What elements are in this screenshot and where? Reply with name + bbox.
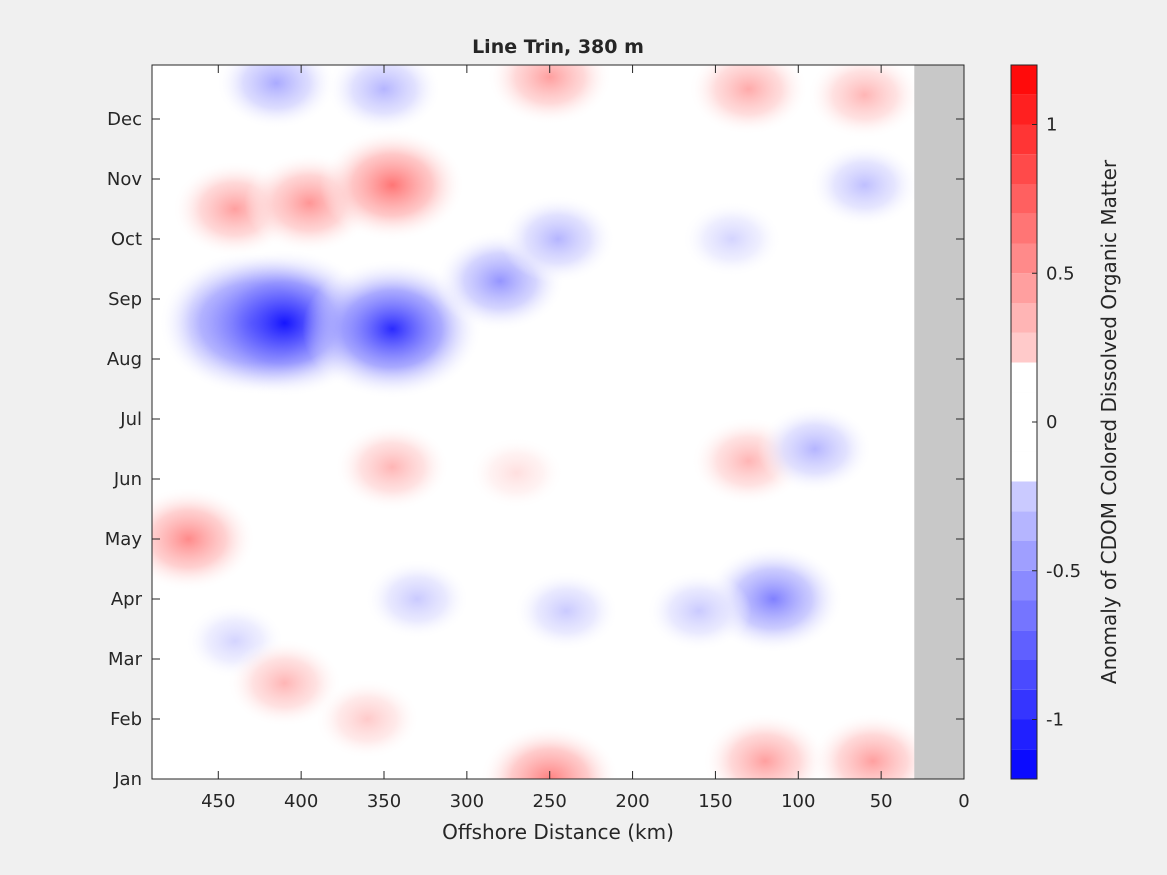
colorbar-swatch (1011, 124, 1037, 155)
y-tick-label: Oct (111, 229, 142, 250)
anomaly-blob (487, 65, 613, 125)
colorbar-swatch (1011, 541, 1037, 571)
colorbar-swatch (1011, 600, 1037, 631)
colorbar-swatch (1011, 362, 1037, 393)
anomaly-blob (334, 423, 450, 511)
colorbar-swatch (1011, 511, 1037, 541)
colorbar-swatch (1011, 154, 1037, 184)
anomaly-blob (807, 65, 923, 139)
x-tick-label: 300 (450, 791, 484, 812)
colorbar-swatch (1011, 630, 1037, 660)
anomaly-blob (810, 713, 936, 779)
x-axis: 450 400 350 300 250 200 150 100 50 0 (201, 65, 970, 812)
x-tick-label: 450 (201, 791, 235, 812)
anomaly-blob (702, 713, 828, 779)
colorbar-swatch (1011, 243, 1037, 274)
y-tick-label: Jan (113, 769, 142, 790)
no-data-region (914, 65, 964, 779)
colorbar-tick-label: 0.5 (1046, 263, 1075, 284)
anomaly-blob (809, 143, 920, 227)
colorbar-swatch (1011, 184, 1037, 214)
y-tick-label: Dec (107, 109, 142, 130)
y-tick-label: Aug (107, 349, 142, 370)
anomaly-blob (682, 201, 782, 277)
anomaly-blob (314, 679, 420, 759)
colorbar-swatch (1011, 749, 1037, 779)
y-axis: Jan Feb Mar Apr May Jun Jul Aug Sep Oct Nov Dec (105, 109, 964, 790)
y-tick-label: Sep (108, 289, 142, 310)
chart-title: Line Trin, 380 m (472, 36, 644, 58)
colorbar-tick-label: -0.5 (1046, 561, 1081, 582)
x-tick-label: 100 (781, 791, 815, 812)
anomaly-blob (513, 571, 619, 651)
x-tick-label: 0 (958, 791, 969, 812)
colorbar-swatch (1011, 451, 1037, 482)
y-tick-label: Jun (113, 469, 142, 490)
x-tick-label: 250 (533, 791, 567, 812)
anomaly-blob (469, 437, 565, 509)
plot-area (152, 65, 964, 779)
colorbar-swatch (1011, 332, 1037, 363)
colorbar-swatch (1011, 422, 1037, 452)
colorbar-tick-label: 1 (1046, 115, 1057, 136)
colorbar-swatch (1011, 303, 1037, 333)
anomaly-blob (364, 559, 470, 639)
colorbar-swatch (1011, 689, 1037, 720)
anomaly-blob (227, 639, 343, 727)
y-tick-label: Feb (110, 709, 142, 730)
x-tick-label: 400 (284, 791, 318, 812)
colorbar-label: Anomaly of CDOM Colored Dissolved Organi… (1097, 159, 1121, 684)
anomaly-blob (326, 65, 442, 133)
colorbar-swatch (1011, 392, 1037, 422)
colorbar-swatch (1011, 213, 1037, 244)
x-axis-label: Offshore Distance (km) (442, 820, 674, 844)
y-tick-label: Nov (107, 169, 142, 190)
colorbar-tick-label: -1 (1046, 710, 1064, 731)
colorbar-swatch (1011, 481, 1037, 512)
x-tick-label: 200 (615, 791, 649, 812)
y-tick-label: Apr (111, 589, 143, 610)
plot-frame (151, 64, 965, 780)
colorbar-swatch (1011, 719, 1037, 750)
anomaly-blob (216, 65, 337, 129)
colorbar-swatch (1011, 660, 1037, 690)
colorbar-tick-label: 0 (1046, 412, 1057, 433)
y-tick-label: Mar (108, 649, 143, 670)
colorbar: -1 -0.5 0 0.5 1 (1010, 64, 1081, 780)
y-tick-label: Jul (119, 409, 142, 430)
anomaly-blob (500, 195, 616, 283)
colorbar-swatch (1011, 65, 1037, 95)
anomaly-blob (688, 65, 809, 135)
anomaly-blob (479, 725, 620, 779)
colorbar-swatch (1011, 570, 1037, 601)
anomaly-field (152, 65, 936, 779)
anomaly-blob (152, 487, 256, 591)
x-tick-label: 150 (698, 791, 732, 812)
anomaly-blob (646, 571, 752, 651)
anomaly-blob (757, 405, 873, 493)
colorbar-swatch (1011, 94, 1037, 125)
colorbar-swatch (1011, 273, 1037, 303)
x-tick-label: 50 (870, 791, 893, 812)
anomaly-blob (319, 129, 465, 241)
x-tick-label: 350 (367, 791, 401, 812)
y-tick-label: May (105, 529, 143, 550)
